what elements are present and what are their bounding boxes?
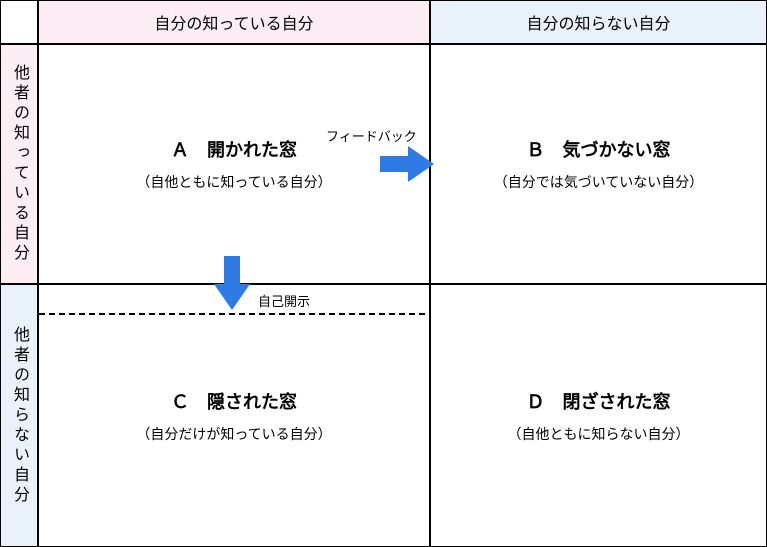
feedback-arrow-icon — [380, 144, 436, 184]
row-header-1-label: 他者の知っている自分 — [7, 64, 31, 264]
cell-C-hidden: Ｃ 隠された窓 （自分だけが知っている自分） — [38, 284, 430, 547]
cell-B-sub: （自分では気づいていない自分） — [494, 172, 704, 192]
corner-cell — [0, 0, 38, 44]
col-header-unknown-to-self: 自分の知らない自分 — [430, 0, 767, 44]
row-header-known-to-others: 他者の知っている自分 — [0, 44, 38, 284]
row-header-2-label: 他者の知らない自分 — [7, 326, 31, 506]
col-header-known-to-self: 自分の知っている自分 — [38, 0, 430, 44]
cell-C-title: Ｃ 隠された窓 — [171, 388, 297, 414]
cell-B-title: Ｂ 気づかない窓 — [527, 136, 671, 162]
disclosure-label: 自己開示 — [258, 291, 310, 310]
johari-window-diagram: 自分の知っている自分 自分の知らない自分 他者の知っている自分 他者の知らない自… — [0, 0, 767, 547]
cell-C-sub: （自分だけが知っている自分） — [136, 424, 331, 444]
cell-D-sub: （自他ともに知らない自分） — [508, 424, 690, 444]
disclosure-arrow-icon — [212, 256, 252, 312]
dashed-line-horizontal — [39, 313, 431, 315]
feedback-label: フィードバック — [326, 126, 417, 145]
cell-D-title: Ｄ 閉ざされた窓 — [527, 388, 671, 414]
cell-A-open: Ａ 開かれた窓 （自他ともに知っている自分） — [38, 44, 430, 284]
cell-D-unknown: Ｄ 閉ざされた窓 （自他ともに知らない自分） — [430, 284, 767, 547]
cell-A-sub: （自他ともに知っている自分） — [136, 172, 331, 192]
row-header-unknown-to-others: 他者の知らない自分 — [0, 284, 38, 547]
cell-A-title: Ａ 開かれた窓 — [171, 136, 297, 162]
cell-B-blind: Ｂ 気づかない窓 （自分では気づいていない自分） — [430, 44, 767, 284]
col-header-2-label: 自分の知らない自分 — [526, 10, 670, 34]
col-header-1-label: 自分の知っている自分 — [154, 10, 313, 34]
